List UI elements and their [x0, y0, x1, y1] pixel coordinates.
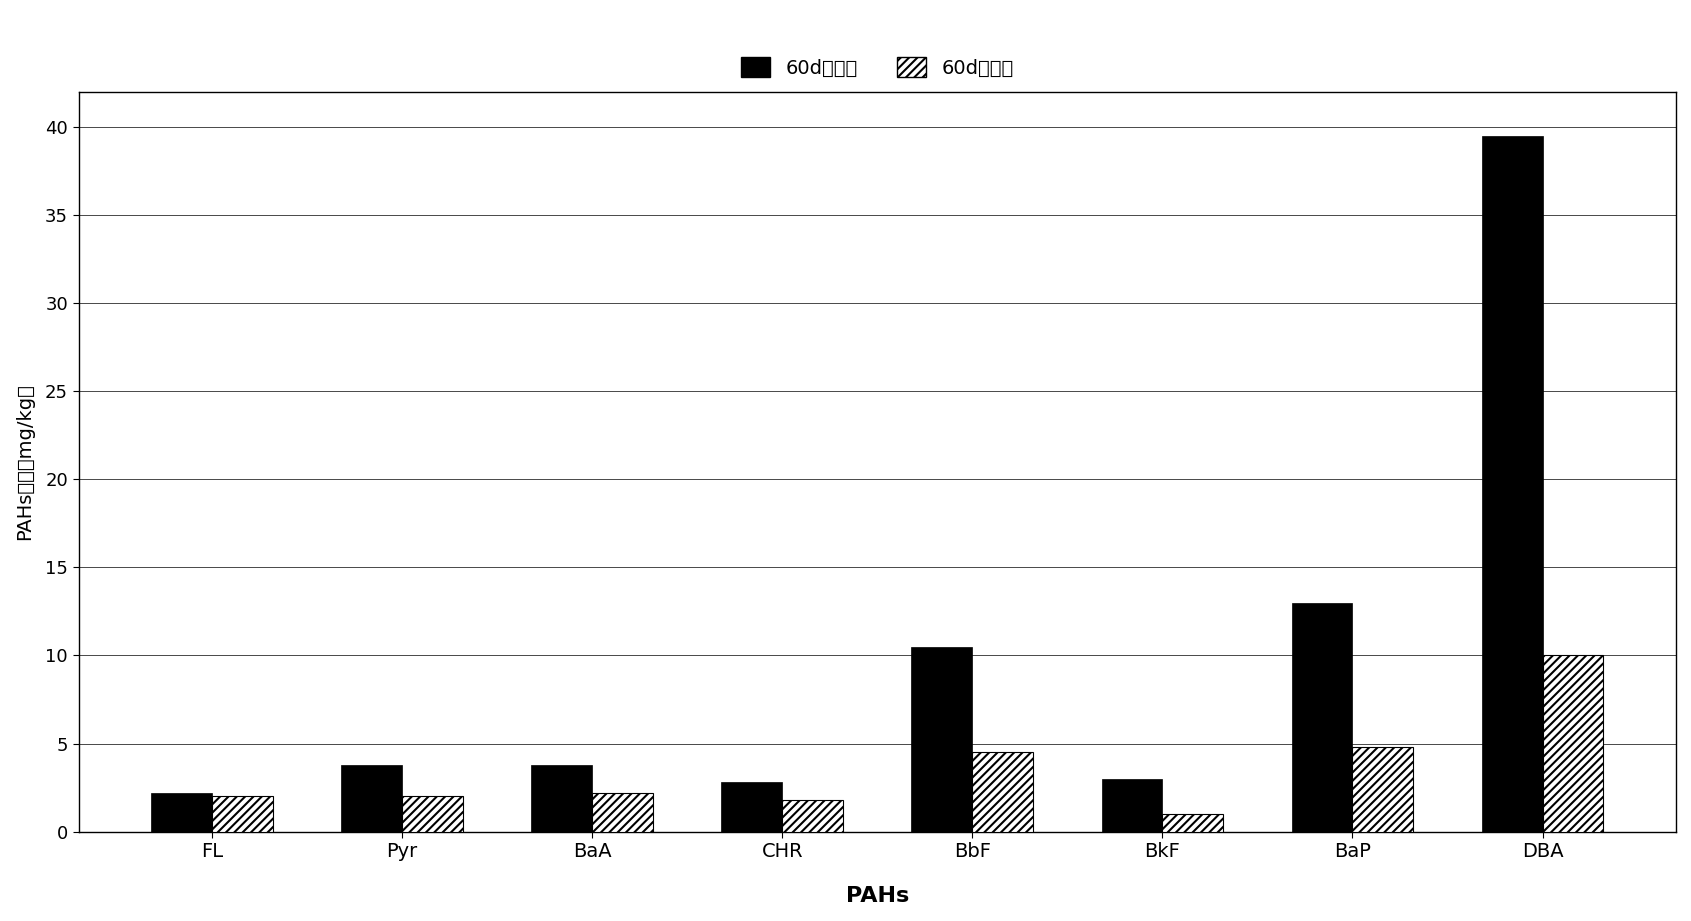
Bar [342, 764, 402, 832]
Legend: 60d种植前, 60d种植后: 60d种植前, 60d种植后 [734, 50, 1021, 86]
Bar [1481, 135, 1542, 832]
Bar [722, 782, 783, 832]
Bar [211, 797, 272, 832]
Bar [1353, 747, 1414, 832]
Bar [1292, 602, 1353, 832]
Bar [911, 647, 972, 832]
X-axis label: PAHs: PAHs [846, 886, 908, 906]
Bar [1542, 656, 1603, 832]
Bar [783, 799, 844, 832]
Bar [402, 797, 463, 832]
Bar [531, 764, 592, 832]
Bar [592, 793, 653, 832]
Bar [1101, 779, 1162, 832]
Bar [150, 793, 211, 832]
Bar [972, 752, 1033, 832]
Y-axis label: PAHs浓度（mg/kg）: PAHs浓度（mg/kg） [15, 383, 34, 540]
Bar [1162, 814, 1223, 832]
